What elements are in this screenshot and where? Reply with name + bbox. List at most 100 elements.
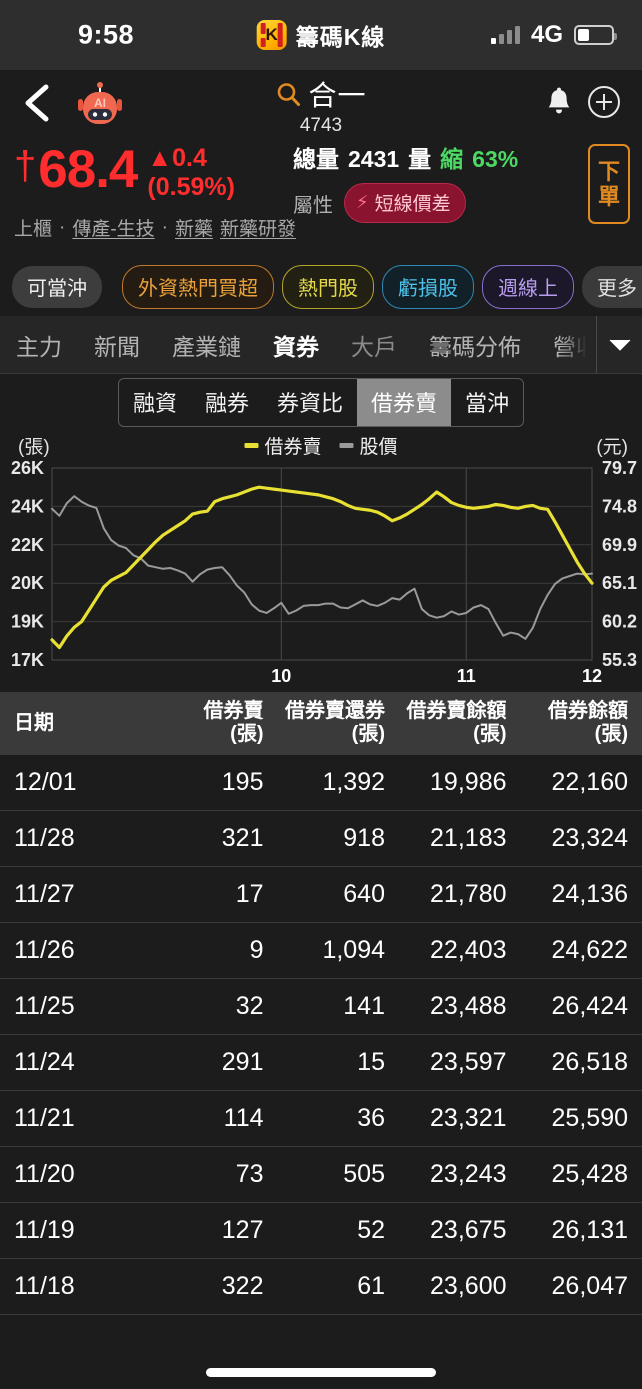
col-header-unit: (張): [473, 723, 507, 745]
chart-ytick-right-0: 79.7: [602, 460, 637, 478]
col-header-title: 日期: [14, 711, 54, 734]
table-col-header-3: 借券賣餘額 (張): [385, 700, 507, 746]
quote-panel: † 68.4 ▲0.4 (0.59%) 總量 2431 量縮 63% 屬性 ⚡ …: [0, 136, 642, 258]
app-icon: [256, 20, 287, 50]
chip-3[interactable]: 虧損股: [382, 265, 474, 309]
market-tag-sep-2: ·: [161, 216, 168, 238]
table-row[interactable]: 11/25 32 141 23,488 26,424: [0, 979, 642, 1035]
order-button[interactable]: 下 單: [588, 144, 630, 224]
chip-label: 虧損股: [398, 278, 458, 300]
table-row[interactable]: 11/19 127 52 23,675 26,131: [0, 1203, 642, 1259]
cell-borrow-balance: 24,622: [551, 936, 628, 964]
legend-label: 股價: [359, 437, 398, 458]
market-tag-1[interactable]: 傳產-生技: [72, 219, 155, 240]
market-tag-0[interactable]: 上櫃: [14, 219, 53, 240]
tab-2[interactable]: 產業鏈: [172, 333, 241, 360]
attribute-label: 屬性: [293, 194, 333, 217]
cell-date: 11/20: [14, 1160, 75, 1188]
table-row[interactable]: 12/01 195 1,392 19,986 22,160: [0, 755, 642, 811]
svg-text:AI: AI: [94, 96, 106, 110]
cell-borrow-sell: 73: [235, 1160, 264, 1188]
tab-1[interactable]: 新聞: [94, 333, 140, 360]
last-price: 68.4: [38, 140, 138, 199]
tab-3[interactable]: 資券: [273, 333, 319, 360]
chip-1[interactable]: 外資熱門買超: [122, 265, 274, 309]
chevron-left-icon: [25, 84, 49, 122]
chip-5[interactable]: 更多›: [582, 266, 642, 308]
col-header-title: 借券賣餘額: [406, 700, 507, 722]
chart: (張) (元) 借券賣 股價 26K 79.7 24K 74.8 22K 69.9 20K 65…: [0, 430, 642, 692]
chart-plot-border: [51, 467, 593, 661]
table-header: 日期 借券賣 (張) 借券賣還券 (張) 借券賣餘額 (張) 借券餘額 (張): [0, 692, 642, 755]
table-row[interactable]: 11/26 9 1,094 22,403 24,622: [0, 923, 642, 979]
back-button[interactable]: [18, 82, 58, 124]
stock-code: 4743: [299, 115, 343, 136]
ai-robot-icon: AI: [78, 82, 122, 124]
cell-borrow-return: 141: [343, 992, 385, 1020]
chip-0[interactable]: 可當沖: [12, 266, 102, 308]
bell-icon[interactable]: [546, 87, 572, 117]
table-row[interactable]: 11/20 73 505 23,243 25,428: [0, 1147, 642, 1203]
subtab-0[interactable]: 融資: [132, 390, 177, 416]
chip-4[interactable]: 週線上: [482, 265, 574, 309]
price-change-pct: (0.59%): [147, 172, 235, 201]
chart-series-股價: [51, 495, 593, 640]
cell-borrow-sell: 127: [221, 1216, 264, 1244]
add-button[interactable]: [588, 86, 620, 118]
table-col-header-1: 借券賣 (張): [142, 700, 264, 746]
cell-date: 11/28: [14, 824, 75, 852]
main-tab-bar: 主力新聞產業鏈資券大戶籌碼分佈營收: [0, 316, 642, 374]
cell-date: 11/18: [14, 1272, 75, 1300]
stock-name: 合一: [308, 80, 367, 111]
cell-borrow-balance: 26,131: [551, 1216, 628, 1244]
sub-tab-group: 融資 融券 券資比 借券賣 當沖: [117, 377, 525, 427]
chart-ytick-right-3: 65.1: [602, 573, 637, 593]
cell-borrow-sell-balance: 23,321: [430, 1104, 507, 1132]
signal-icon: [490, 26, 520, 44]
home-indicator: [206, 1368, 436, 1377]
table-col-header-2: 借券賣還券 (張): [264, 700, 385, 746]
attribute-tag[interactable]: ⚡ 短線價差: [344, 183, 466, 223]
cell-borrow-return: 36: [357, 1104, 385, 1132]
subtab-4[interactable]: 當沖: [465, 390, 510, 416]
legend-label: 借券賣: [264, 437, 322, 458]
tab-5[interactable]: 籌碼分佈: [429, 333, 521, 360]
tab-4[interactable]: 大戶: [351, 333, 397, 360]
chart-xtick-1: 11: [457, 666, 476, 686]
chart-ytick-left-1: 24K: [11, 496, 44, 516]
nav-bar: AI 合一 4743: [0, 70, 642, 136]
table-row[interactable]: 11/28 321 918 21,183 23,324: [0, 811, 642, 867]
stock-header[interactable]: 合一 4743: [275, 74, 366, 137]
cell-borrow-sell: 321: [221, 824, 264, 852]
table-row[interactable]: 11/18 322 61 23,600 26,047: [0, 1259, 642, 1315]
cell-borrow-sell: 291: [221, 1048, 264, 1076]
chip-2[interactable]: 熱門股: [282, 265, 374, 309]
status-app-label: 籌碼K線: [256, 18, 386, 52]
legend-swatch-icon: [244, 443, 259, 448]
market-tag-2[interactable]: 新藥: [175, 219, 214, 240]
volume-block: 總量 2431 量縮 63% 屬性 ⚡ 短線價差: [293, 140, 518, 223]
tab-expand-button[interactable]: [596, 316, 642, 373]
subtab-3[interactable]: 借券賣: [357, 378, 452, 426]
subtab-2[interactable]: 券資比: [276, 390, 343, 416]
cell-date: 11/26: [14, 936, 75, 964]
search-icon[interactable]: [275, 81, 301, 107]
price-change: ▲0.4: [147, 144, 207, 172]
table-row[interactable]: 11/21 114 36 23,321 25,590: [0, 1091, 642, 1147]
vol-trend-pct: 63%: [472, 146, 519, 172]
subtab-1[interactable]: 融券: [204, 390, 249, 416]
tag-chip-row: 可當沖 外資熱門買超 熱門股 虧損股 週線上 更多›: [0, 258, 642, 316]
cell-borrow-balance: 25,428: [551, 1160, 628, 1188]
cell-borrow-return: 1,392: [322, 768, 385, 796]
table-row[interactable]: 11/27 17 640 21,780 24,136: [0, 867, 642, 923]
tab-0[interactable]: 主力: [16, 333, 62, 360]
nav-actions: [546, 86, 620, 118]
cell-borrow-return: 15: [357, 1048, 385, 1076]
cell-borrow-balance: 26,424: [551, 992, 628, 1020]
cell-borrow-balance: 23,324: [551, 824, 628, 852]
ai-assistant-button[interactable]: AI: [75, 82, 125, 126]
table-row[interactable]: 11/24 291 15 23,597 26,518: [0, 1035, 642, 1091]
market-tag-3[interactable]: 新藥研發: [220, 219, 297, 240]
cell-borrow-return: 640: [343, 880, 385, 908]
cell-borrow-sell-balance: 23,675: [430, 1216, 507, 1244]
